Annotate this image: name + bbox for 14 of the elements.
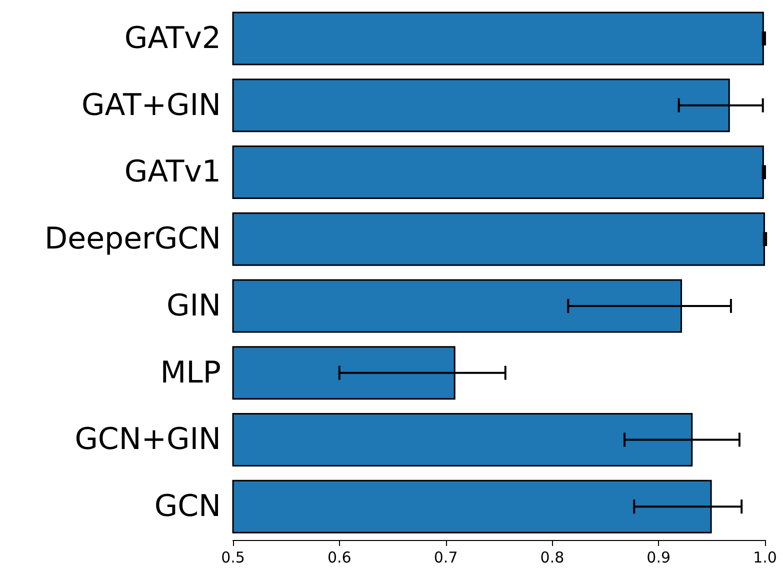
y-tick-label: GIN <box>166 288 221 324</box>
y-tick-label: MLP <box>160 355 221 390</box>
x-tick-label: 0.9 <box>646 548 671 566</box>
y-tick-label: GATv2 <box>124 20 221 56</box>
y-tick-label: GATv1 <box>124 154 221 190</box>
x-tick-label: 1.0 <box>753 548 777 566</box>
x-tick-label: 0.8 <box>540 548 564 566</box>
x-tick-label: 0.7 <box>434 548 458 566</box>
x-tick-label: 0.6 <box>327 548 352 566</box>
y-tick-label: DeeperGCN <box>44 222 221 257</box>
y-tick-label: GCN <box>154 489 221 524</box>
y-tick-label: GAT+GIN <box>82 88 221 123</box>
x-tick-label: 0.5 <box>221 548 245 566</box>
y-tick-label: GCN+GIN <box>74 422 221 458</box>
